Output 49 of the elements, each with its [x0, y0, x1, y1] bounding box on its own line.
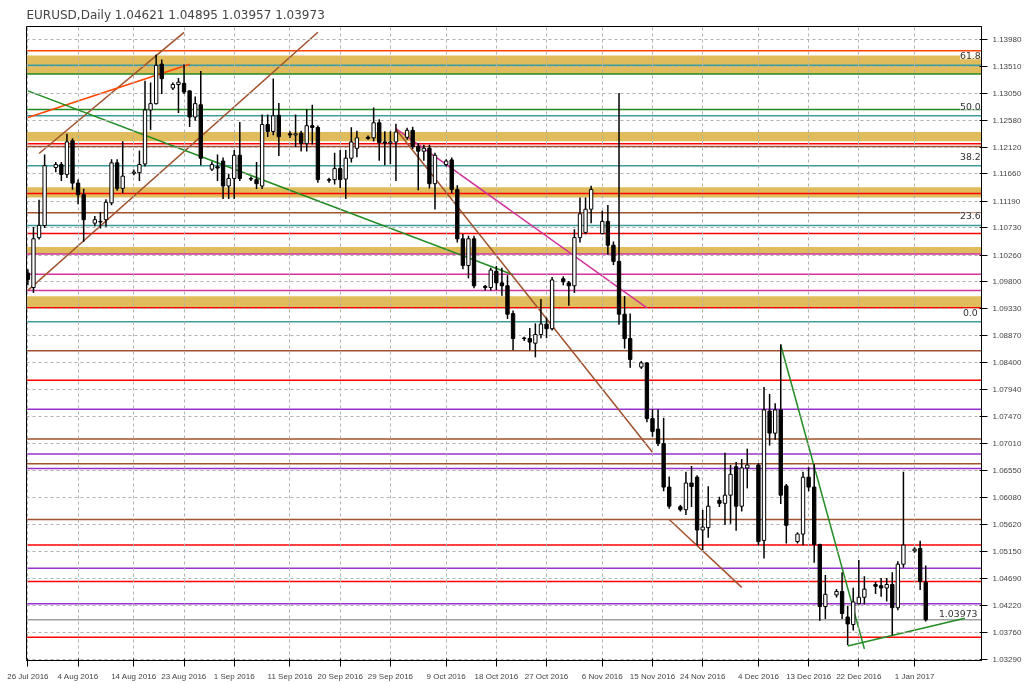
y-tick-label: 1.04690 — [992, 573, 1022, 583]
y-tick-label: 1.11190 — [992, 196, 1021, 206]
y-tick-label: 1.10730 — [992, 223, 1022, 233]
annotation: 0.0 — [962, 306, 978, 318]
y-tick-label: 1.13510 — [992, 62, 1022, 72]
y-tick-label: 1.11660 — [992, 169, 1022, 179]
y-tick-label: 1.08870 — [992, 331, 1022, 341]
chart-title: EURUSD,Daily 1.04621 1.04895 1.03957 1.03973 — [26, 7, 325, 22]
y-tick-label: 1.07010 — [992, 439, 1022, 449]
y-tick-label: 1.08400 — [992, 358, 1022, 368]
annotation: 38.2 — [959, 150, 981, 162]
x-tick-label: 29 Sep 2016 — [367, 671, 414, 681]
x-tick-label: 20 Sep 2016 — [317, 671, 364, 681]
y-tick-label: 1.09800 — [992, 277, 1022, 287]
ref-line-label: 1.03973 — [938, 607, 978, 619]
x-tick-label: 1 Sep 2016 — [213, 671, 256, 681]
y-tick-label: 1.04220 — [992, 600, 1022, 610]
x-tick-label: 1 Jan 2017 — [894, 671, 935, 681]
x-tick-label: 6 Nov 2016 — [581, 671, 624, 681]
x-tick-label: 22 Dec 2016 — [836, 671, 883, 681]
y-tick-label: 1.03760 — [992, 627, 1022, 637]
y-tick-label: 1.06550 — [992, 465, 1022, 475]
y-tick-label: 1.12120 — [992, 142, 1022, 152]
y-tick-label: 1.10260 — [992, 250, 1022, 260]
y-tick-label: 1.13980 — [992, 34, 1022, 44]
x-tick-label: 11 Sep 2016 — [267, 671, 313, 681]
x-tick-label: 26 Jul 2016 — [7, 671, 50, 681]
y-tick-label: 1.09330 — [992, 304, 1022, 314]
x-tick-label: 24 Nov 2016 — [679, 671, 726, 681]
annotation: 50.0 — [959, 100, 981, 112]
y-tick-label: 1.12580 — [992, 115, 1022, 125]
annotation: 23.6 — [959, 210, 981, 222]
x-tick-label: 27 Oct 2016 — [524, 671, 569, 681]
x-tick-label: 9 Oct 2016 — [426, 671, 467, 681]
y-tick-label: 1.07470 — [992, 412, 1022, 422]
y-tick-label: 1.05620 — [992, 519, 1022, 529]
y-tick-label: 1.05150 — [992, 546, 1022, 556]
y-tick-label: 1.03290 — [992, 654, 1022, 664]
y-tick-label: 1.06080 — [992, 493, 1022, 502]
x-tick-label: 23 Aug 2016 — [161, 671, 207, 681]
x-tick-label: 15 Nov 2016 — [629, 671, 676, 681]
y-tick-label: 1.13050 — [992, 88, 1022, 98]
annotation: 61.8 — [959, 50, 981, 62]
y-tick-label: 1.07940 — [992, 385, 1022, 395]
x-tick-label: 4 Dec 2016 — [737, 671, 780, 681]
x-tick-label: 13 Dec 2016 — [785, 671, 832, 681]
x-tick-label: 18 Oct 2016 — [474, 671, 519, 681]
x-tick-label: 4 Aug 2016 — [57, 671, 99, 681]
x-tick-label: 14 Aug 2016 — [111, 671, 157, 681]
